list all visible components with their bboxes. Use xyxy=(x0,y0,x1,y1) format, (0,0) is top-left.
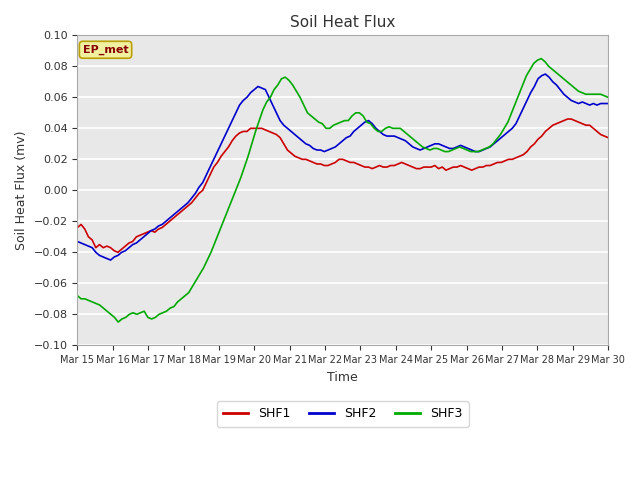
SHF1 xyxy=(74,225,81,230)
SHF2 xyxy=(77,240,85,246)
SHF3 xyxy=(156,312,163,317)
SHF2 xyxy=(575,101,582,107)
SHF3 xyxy=(74,293,81,299)
SHF1 xyxy=(383,164,391,170)
SHF3 xyxy=(111,314,118,320)
SHF2 xyxy=(74,239,81,244)
Text: EP_met: EP_met xyxy=(83,45,129,55)
Line: SHF2: SHF2 xyxy=(77,74,608,260)
Line: SHF3: SHF3 xyxy=(77,59,608,322)
SHF1 xyxy=(77,222,85,228)
SHF3 xyxy=(604,95,612,100)
Legend: SHF1, SHF2, SHF3: SHF1, SHF2, SHF3 xyxy=(217,401,468,427)
SHF3 xyxy=(241,164,248,170)
SHF2 xyxy=(479,147,486,153)
SHF1 xyxy=(479,164,486,170)
Y-axis label: Soil Heat Flux (mv): Soil Heat Flux (mv) xyxy=(15,131,28,250)
SHF1 xyxy=(493,159,501,165)
Line: SHF1: SHF1 xyxy=(77,119,608,252)
SHF2 xyxy=(383,133,391,139)
SHF3 xyxy=(504,119,512,125)
SHF1 xyxy=(564,116,572,122)
SHF1 xyxy=(114,250,122,255)
SHF3 xyxy=(538,56,545,61)
SHF2 xyxy=(99,254,107,260)
SHF2 xyxy=(541,71,549,77)
SHF1 xyxy=(604,135,612,141)
SHF1 xyxy=(99,245,107,251)
SHF2 xyxy=(107,257,115,263)
SHF2 xyxy=(604,101,612,107)
SHF2 xyxy=(493,138,501,144)
SHF1 xyxy=(575,119,582,125)
X-axis label: Time: Time xyxy=(327,371,358,384)
Title: Soil Heat Flux: Soil Heat Flux xyxy=(290,15,396,30)
SHF3 xyxy=(511,101,519,107)
SHF3 xyxy=(115,319,122,325)
SHF3 xyxy=(456,144,463,150)
